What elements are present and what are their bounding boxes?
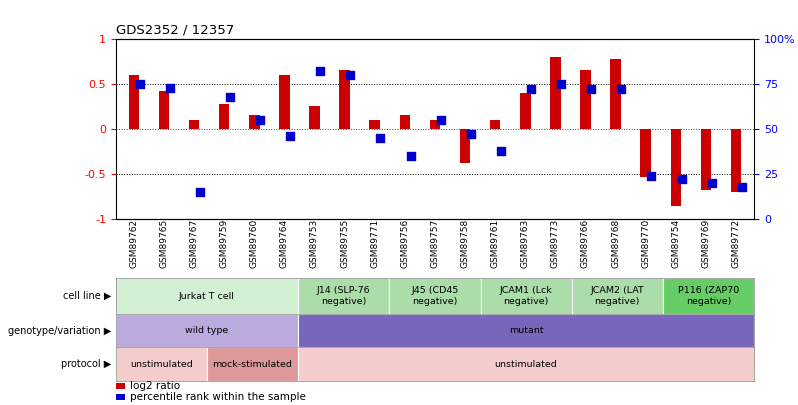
Bar [279,75,290,129]
Bar [670,129,681,206]
Bar [663,278,754,314]
Bar [207,347,298,381]
Text: wild type: wild type [185,326,228,335]
Point [164,84,176,91]
Bar [339,70,350,129]
Point [223,93,236,100]
Text: GSM89759: GSM89759 [219,219,228,269]
Text: JCAM1 (Lck
negative): JCAM1 (Lck negative) [500,286,552,306]
Text: log2 ratio: log2 ratio [130,381,180,390]
Bar [490,120,500,129]
Text: GSM89773: GSM89773 [551,219,560,269]
Text: GDS2352 / 12357: GDS2352 / 12357 [116,23,234,36]
Text: GSM89763: GSM89763 [521,219,530,269]
Text: J14 (SLP-76
negative): J14 (SLP-76 negative) [317,286,370,306]
Bar [116,347,207,381]
Text: GSM89766: GSM89766 [581,219,590,269]
Bar [571,278,663,314]
Bar [298,278,389,314]
Text: Jurkat T cell: Jurkat T cell [179,292,235,301]
Bar [298,314,754,347]
Text: GSM89753: GSM89753 [310,219,319,269]
Bar [369,120,380,129]
Text: genotype/variation ▶: genotype/variation ▶ [9,326,112,336]
Bar [400,115,410,129]
Text: GSM89767: GSM89767 [189,219,199,269]
Bar [460,129,470,163]
Point [344,72,357,78]
Text: GSM89762: GSM89762 [129,219,138,268]
Text: GSM89754: GSM89754 [671,219,681,268]
Point [284,133,297,139]
Point [585,86,598,93]
Point [524,86,537,93]
Text: GSM89760: GSM89760 [250,219,259,269]
Bar [309,107,320,129]
Text: percentile rank within the sample: percentile rank within the sample [130,392,306,402]
Text: mutant: mutant [509,326,543,335]
Point [645,173,658,179]
Bar [116,278,298,314]
Text: GSM89770: GSM89770 [642,219,650,269]
Bar [116,314,298,347]
Point [615,86,628,93]
Point [193,189,206,195]
Bar [429,120,440,129]
Bar [116,394,125,400]
Text: cell line ▶: cell line ▶ [63,291,112,301]
Text: mock-stimulated: mock-stimulated [212,360,292,369]
Bar [580,70,591,129]
Text: GSM89757: GSM89757 [430,219,440,269]
Bar [219,104,229,129]
Bar [731,129,741,192]
Point [464,131,477,138]
Bar [480,278,571,314]
Bar [389,278,480,314]
Text: P116 (ZAP70
negative): P116 (ZAP70 negative) [678,286,739,306]
Bar [610,59,621,129]
Point [495,147,508,154]
Point [374,135,387,141]
Bar [128,75,139,129]
Text: JCAM2 (LAT
negative): JCAM2 (LAT negative) [591,286,644,306]
Bar [701,129,711,190]
Text: GSM89771: GSM89771 [370,219,379,269]
Bar [159,91,169,129]
Point [254,117,267,123]
Text: GSM89772: GSM89772 [732,219,741,268]
Text: GSM89769: GSM89769 [701,219,710,269]
Text: unstimulated: unstimulated [130,360,192,369]
Bar [550,57,561,129]
Bar [189,120,200,129]
Point [705,180,718,186]
Text: protocol ▶: protocol ▶ [61,359,112,369]
Point [405,153,417,159]
Point [736,183,749,190]
Bar [298,347,754,381]
Text: GSM89761: GSM89761 [491,219,500,269]
Bar [641,129,651,177]
Text: GSM89755: GSM89755 [340,219,349,269]
Point [133,81,146,87]
Point [675,176,688,183]
Text: J45 (CD45
negative): J45 (CD45 negative) [411,286,459,306]
Point [555,81,567,87]
Bar [520,93,531,129]
Bar [249,115,259,129]
Text: GSM89764: GSM89764 [280,219,289,268]
Bar [116,383,125,389]
Text: GSM89756: GSM89756 [401,219,409,269]
Text: GSM89765: GSM89765 [160,219,168,269]
Text: GSM89768: GSM89768 [611,219,620,269]
Text: unstimulated: unstimulated [495,360,558,369]
Text: GSM89758: GSM89758 [460,219,469,269]
Point [434,117,447,123]
Point [314,68,326,75]
